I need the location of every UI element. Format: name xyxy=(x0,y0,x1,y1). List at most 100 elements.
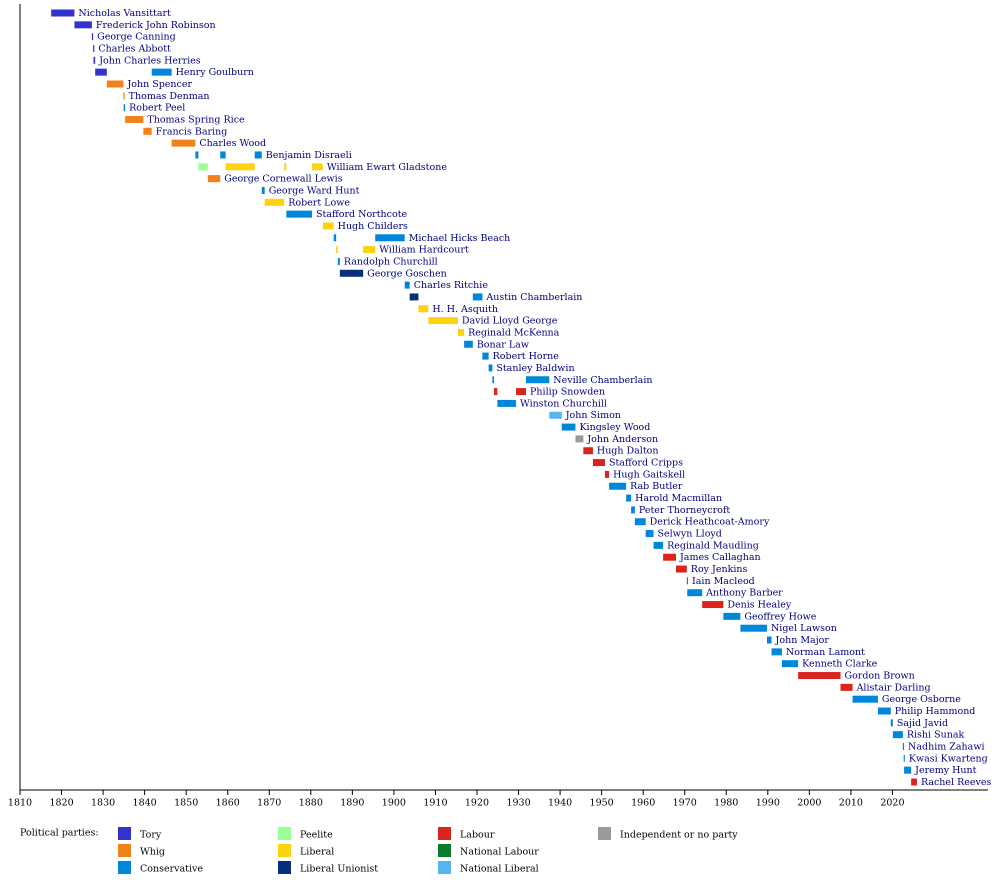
legend-title: Political parties: xyxy=(20,828,99,839)
term-bar xyxy=(457,328,465,336)
chancellor-name: George Osborne xyxy=(882,694,961,705)
x-tick-label: 1880 xyxy=(299,798,323,809)
x-tick-label: 1950 xyxy=(590,798,614,809)
chancellor-name: Nigel Lawson xyxy=(771,623,837,634)
term-bar xyxy=(123,104,126,112)
chancellor-name: Frederick John Robinson xyxy=(96,20,216,31)
legend-label: Whig xyxy=(140,847,165,858)
term-bar xyxy=(91,33,94,41)
chancellor-name: James Callaghan xyxy=(679,552,761,563)
chancellor-name: Selwyn Lloyd xyxy=(658,529,722,540)
chancellor-name: Nicholas Vansittart xyxy=(78,8,171,19)
term-bar xyxy=(492,376,495,384)
term-bar xyxy=(106,80,124,88)
legend-swatch xyxy=(118,827,131,840)
chancellor-name: Hugh Gaitskell xyxy=(613,469,685,480)
chancellor-name: John Major xyxy=(775,635,830,646)
term-bar xyxy=(798,672,841,680)
chancellor-name: Robert Horne xyxy=(493,351,560,362)
term-bar xyxy=(494,388,498,396)
term-bar xyxy=(93,44,95,52)
legend-swatch xyxy=(438,827,451,840)
chancellor-name: Austin Chamberlain xyxy=(485,292,582,303)
legend-swatch xyxy=(438,844,451,857)
x-tick-label: 1870 xyxy=(257,798,281,809)
term-bar xyxy=(322,222,334,230)
term-bar xyxy=(337,257,340,265)
legend-label: Labour xyxy=(460,830,495,841)
chancellor-name: Alistair Darling xyxy=(856,682,931,693)
chancellor-name: Norman Lamont xyxy=(786,647,865,658)
x-tick-label: 1970 xyxy=(673,798,697,809)
term-bar xyxy=(336,246,338,254)
chancellor-name: Stafford Cripps xyxy=(609,458,683,469)
term-bar xyxy=(198,163,208,171)
chancellor-name: Thomas Denman xyxy=(129,91,210,102)
legend-label: National Liberal xyxy=(460,864,539,875)
term-bar xyxy=(261,186,265,194)
chancellor-name: Robert Peel xyxy=(129,103,185,114)
chancellor-name: Bonar Law xyxy=(477,339,529,350)
term-bar xyxy=(575,435,584,443)
term-bar xyxy=(404,281,410,289)
chancellor-name: John Charles Herries xyxy=(98,55,201,66)
term-bar xyxy=(549,411,562,419)
x-tick-label: 1830 xyxy=(91,798,115,809)
term-bar xyxy=(151,68,172,76)
term-bar xyxy=(653,541,664,549)
chancellor-name: William Ewart Gladstone xyxy=(327,162,447,173)
term-bar xyxy=(95,68,107,76)
legend-label: Conservative xyxy=(140,864,203,875)
chancellor-name: Rab Butler xyxy=(630,481,683,492)
chancellor-name: Anthony Barber xyxy=(705,588,783,599)
chancellor-name: Reginald Maudling xyxy=(667,540,759,551)
chancellor-name: George Goschen xyxy=(367,268,447,279)
chancellor-name: George Cornewall Lewis xyxy=(224,174,342,185)
term-bar xyxy=(911,778,917,786)
term-bar xyxy=(634,518,646,526)
chancellor-name: David Lloyd George xyxy=(462,316,558,327)
term-bar xyxy=(687,589,703,597)
chancellor-name: George Canning xyxy=(97,32,176,43)
term-bar xyxy=(766,636,772,644)
x-tick-label: 2000 xyxy=(797,798,821,809)
chancellor-name: Hugh Childers xyxy=(338,221,408,232)
x-tick-label: 1850 xyxy=(174,798,198,809)
term-bar xyxy=(428,317,458,325)
term-bar xyxy=(903,754,905,762)
chancellor-name: Derick Heathcoat-Amory xyxy=(650,517,770,528)
term-bar xyxy=(472,293,483,301)
term-bar xyxy=(781,660,799,668)
chancellor-name: Gordon Brown xyxy=(845,671,915,682)
x-tick-label: 1920 xyxy=(465,798,489,809)
term-bar xyxy=(877,707,891,715)
term-bar xyxy=(125,115,144,123)
term-bar xyxy=(333,234,337,242)
term-bar xyxy=(771,648,782,656)
legend-label: Liberal Unionist xyxy=(300,864,378,875)
term-bar xyxy=(740,624,767,632)
legend-swatch xyxy=(278,844,291,857)
legend-swatch xyxy=(118,861,131,874)
x-tick-label: 1960 xyxy=(631,798,655,809)
chancellor-name: Winston Churchill xyxy=(520,398,607,409)
legend-label: Independent or no party xyxy=(620,830,738,841)
x-tick-label: 1910 xyxy=(423,798,447,809)
term-bar xyxy=(254,151,262,159)
chancellor-name: Sajid Javid xyxy=(897,718,948,729)
term-bar xyxy=(516,388,527,396)
term-bar xyxy=(264,198,285,206)
legend-label: Tory xyxy=(140,830,162,841)
term-bar xyxy=(220,151,226,159)
term-bar xyxy=(482,352,489,360)
term-bar xyxy=(171,139,196,147)
term-bar xyxy=(363,246,376,254)
chancellor-name: Roy Jenkins xyxy=(691,564,748,575)
x-tick-label: 1890 xyxy=(340,798,364,809)
chancellor-name: Geoffrey Howe xyxy=(744,611,816,622)
legend-label: Liberal xyxy=(300,847,334,858)
x-tick-label: 1860 xyxy=(216,798,240,809)
chancellor-name: Charles Wood xyxy=(199,138,266,149)
chancellor-name: Charles Abbott xyxy=(98,43,171,54)
